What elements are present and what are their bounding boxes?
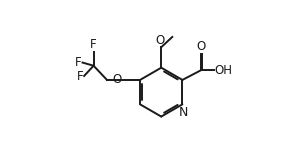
Text: N: N xyxy=(178,106,188,119)
Text: F: F xyxy=(77,70,83,83)
Text: O: O xyxy=(156,34,165,47)
Text: O: O xyxy=(197,40,206,53)
Text: O: O xyxy=(113,73,122,86)
Text: OH: OH xyxy=(214,64,233,77)
Text: F: F xyxy=(75,56,82,69)
Text: F: F xyxy=(90,38,97,51)
